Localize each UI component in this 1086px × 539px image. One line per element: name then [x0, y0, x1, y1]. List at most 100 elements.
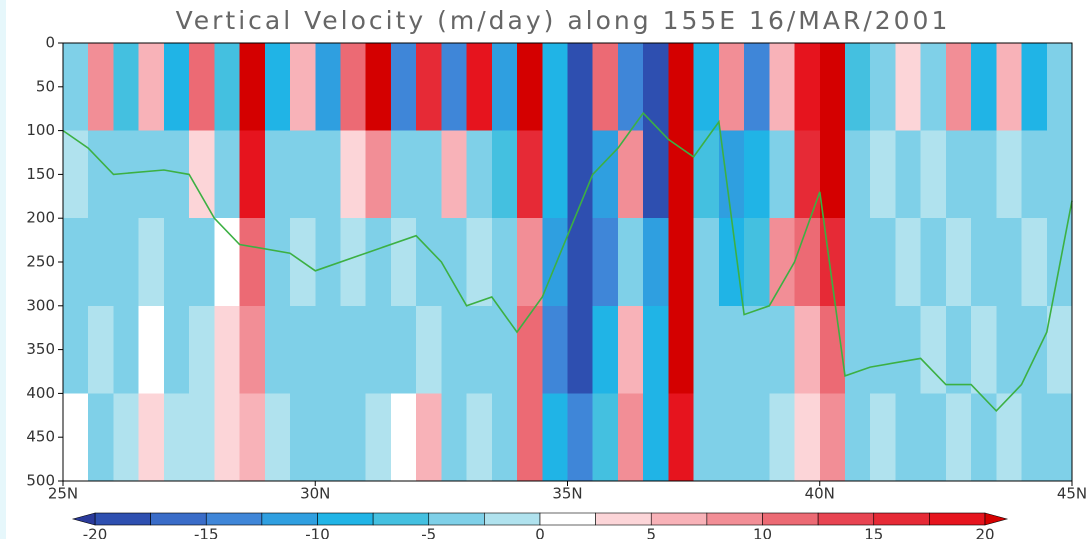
cell — [668, 305, 695, 394]
cell — [340, 393, 367, 482]
cell — [542, 130, 568, 219]
cell — [517, 130, 543, 219]
cell — [365, 218, 392, 307]
cell — [163, 218, 190, 307]
cell — [491, 130, 518, 219]
x-tick-label: 35N — [552, 485, 582, 503]
cell — [567, 393, 594, 482]
x-tick-label: 25N — [48, 485, 78, 503]
cell — [1021, 305, 1048, 394]
cell — [567, 305, 594, 394]
colorbar-label: 0 — [535, 526, 545, 539]
cell — [592, 218, 619, 307]
cell — [617, 393, 644, 482]
cell — [870, 218, 896, 307]
cell — [996, 393, 1023, 482]
cell — [844, 130, 871, 219]
cell — [844, 393, 871, 482]
cell — [895, 305, 922, 394]
cell — [113, 393, 140, 482]
heatmap — [63, 43, 1073, 482]
cell — [592, 393, 619, 482]
cell — [189, 43, 215, 132]
cell — [617, 130, 644, 219]
cell — [315, 305, 341, 394]
cell — [744, 130, 770, 219]
cell — [264, 43, 291, 132]
cell — [945, 305, 972, 394]
cell — [365, 305, 392, 394]
colorbar-box — [428, 512, 485, 526]
cell — [769, 130, 796, 219]
cell — [63, 305, 89, 394]
colorbar-label: 10 — [753, 526, 772, 539]
cell — [315, 130, 341, 219]
cell — [996, 305, 1023, 394]
cell — [441, 305, 468, 394]
colorbar-box — [929, 512, 986, 526]
y-tick-label: 450 — [26, 428, 55, 446]
cell — [870, 43, 896, 132]
cell — [441, 130, 468, 219]
y-tick-label: 300 — [26, 296, 55, 314]
cell — [844, 305, 871, 394]
cell — [491, 393, 518, 482]
cell — [466, 218, 493, 307]
cell — [693, 43, 720, 132]
cell — [1046, 130, 1073, 219]
cell — [138, 130, 165, 219]
x-tick-label: 45N — [1057, 485, 1086, 503]
cell — [416, 393, 442, 482]
cell — [617, 305, 644, 394]
cell — [971, 218, 997, 307]
y-tick-label: 350 — [26, 340, 55, 358]
cell — [1046, 43, 1073, 132]
cell — [870, 393, 896, 482]
colorbar-box — [762, 512, 819, 526]
cell — [1021, 393, 1048, 482]
cell — [945, 130, 972, 219]
cell — [870, 130, 896, 219]
cell — [416, 43, 442, 132]
cell — [466, 43, 493, 132]
cell — [365, 43, 392, 132]
cell — [643, 393, 669, 482]
cell — [895, 218, 922, 307]
colorbar-box — [205, 512, 263, 526]
cell — [239, 218, 266, 307]
colorbar-label: -10 — [305, 526, 330, 539]
cell — [214, 305, 241, 394]
cell — [138, 218, 165, 307]
cell — [996, 43, 1023, 132]
x-tick-label: 40N — [805, 485, 835, 503]
cell — [617, 43, 644, 132]
cell — [794, 393, 821, 482]
cell — [920, 305, 947, 394]
cell — [744, 218, 770, 307]
cell — [163, 130, 190, 219]
cell — [945, 218, 972, 307]
cell — [491, 43, 518, 132]
cell — [88, 43, 114, 132]
cell — [895, 393, 922, 482]
edge — [0, 0, 6, 539]
cell — [1046, 305, 1073, 394]
colorbar-label: 5 — [646, 526, 656, 539]
cell — [113, 218, 140, 307]
cell — [163, 43, 190, 132]
colorbar-box — [595, 512, 652, 526]
cell — [517, 43, 543, 132]
cell — [819, 130, 846, 219]
cell — [189, 305, 215, 394]
cell — [996, 130, 1023, 219]
cell — [340, 305, 367, 394]
cell — [214, 393, 241, 482]
colorbar-label: 20 — [975, 526, 994, 539]
colorbar-label: -20 — [83, 526, 108, 539]
cell — [844, 218, 871, 307]
cell — [769, 43, 796, 132]
cell — [542, 393, 568, 482]
colorbar-box — [873, 512, 930, 526]
cell — [441, 393, 468, 482]
